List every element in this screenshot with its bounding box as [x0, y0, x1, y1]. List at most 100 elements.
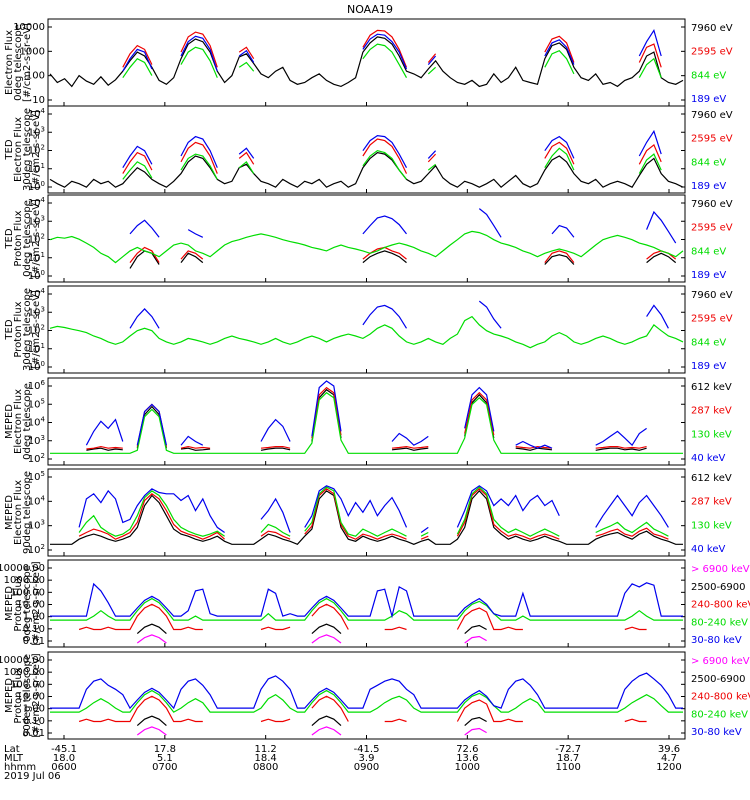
y-axis-label-line: 30deg telescope	[22, 108, 33, 191]
y-axis-label: MEPEDProton Flux90deg telescope[#/cm2-s-…	[4, 653, 42, 737]
series-line-189-ev	[122, 28, 662, 72]
legend-entry: 2595 eV	[691, 134, 733, 145]
legend-entry: 30-80 keV	[691, 635, 742, 646]
y-axis-label-line: Proton Flux	[13, 575, 24, 631]
y-axis-label-line: 0deg telescope	[22, 565, 33, 642]
series-line-287-kev	[86, 386, 647, 450]
x-axis-row-label: Lat	[4, 744, 20, 755]
series-line-189-ev	[129, 208, 677, 244]
series-line-40-kev	[85, 380, 647, 449]
series-line-7960-ev	[49, 151, 684, 189]
series-line-7960-ev	[129, 250, 677, 269]
x-tick-label: -45.1	[51, 744, 77, 755]
y-axis-label: MEPEDElectron Flux0deg telescope	[4, 383, 33, 460]
legend-entry: > 6900 keV	[691, 656, 750, 667]
x-axis-row-label: MLT	[4, 753, 24, 764]
y-tick-label: 10000.00	[0, 655, 45, 666]
series-line-2595-ev	[122, 29, 662, 68]
series-line-844-ev	[122, 43, 662, 79]
y-tick-label: 100.00	[10, 587, 45, 598]
legend-entry: 612 keV	[691, 473, 732, 484]
y-tick-label: 1.00	[23, 612, 45, 623]
x-tick-label: 39.6	[658, 744, 680, 755]
legend-entry: 240-800 keV	[691, 600, 750, 611]
x-tick-label: 18.4	[255, 753, 277, 764]
x-tick-label: 1200	[656, 762, 681, 773]
y-tick-label: 0.10	[23, 716, 45, 727]
y-axis-label-line: TED	[4, 139, 15, 160]
y-axis-label: TEDProton Flux0deg telescope[#/cm2-s-sr-…	[4, 199, 42, 278]
legend-entry: 40 keV	[691, 544, 725, 555]
series-line-844-ev	[122, 147, 662, 180]
series-line--6900-kev	[136, 634, 487, 644]
series-line-2500-6900	[136, 623, 487, 635]
x-tick-label: -41.5	[354, 744, 380, 755]
series-line-30-80-kev	[50, 582, 683, 619]
x-tick-label: 18.0	[53, 753, 75, 764]
y-tick-label: 10.00	[16, 692, 45, 703]
y-tick-label: 10	[32, 95, 45, 106]
series-line-30-80-kev	[50, 672, 683, 710]
series-line-240-800-kev	[78, 603, 647, 631]
series-line-130-kev	[50, 391, 683, 454]
x-tick-label: 18.7	[557, 753, 579, 764]
legend-entry: 7960 eV	[691, 199, 733, 210]
y-axis-label: Electron Flux0deg telescope[#/cm2-s-sr-e…	[4, 23, 33, 102]
series-line-7960-ev	[49, 36, 684, 88]
chart-title: NOAA19	[347, 3, 393, 16]
series-line-2500-6900	[136, 715, 487, 727]
y-tick-label: 10000.00	[0, 563, 45, 574]
series-line-612-kev	[86, 388, 647, 451]
legend-entry: 130 keV	[691, 429, 732, 440]
x-tick-label: 0800	[253, 762, 278, 773]
y-axis-label-line: [#/cm2-s-sr-eV]	[22, 23, 33, 102]
series-line-2595-ev	[122, 138, 662, 174]
legend-entry: 2500-6900	[691, 582, 746, 593]
panel-6: 10000.001000.00100.0010.001.000.100.01ME…	[0, 559, 750, 648]
y-axis-label-line: 90deg telescope	[22, 654, 33, 737]
legend-entry: 80-240 keV	[691, 709, 748, 720]
y-axis-label-line: [#/cm2-s-sr-eV]	[31, 199, 42, 278]
y-tick-label: 1000	[20, 46, 45, 57]
x-tick-label: 1000	[455, 762, 480, 773]
legend-entry: 240-800 keV	[691, 692, 750, 703]
y-axis-label-line: Electron Flux	[13, 389, 24, 454]
legend-entry: 7960 eV	[691, 110, 733, 121]
x-axis-row-label: hhmm	[4, 762, 36, 773]
series-line-189-ev	[129, 300, 669, 329]
y-axis-label: TEDElectron Flux30deg telescope[#/cm2-s-…	[4, 108, 42, 191]
y-axis-label-line: 30deg telescope	[22, 288, 33, 371]
plot-frame	[47, 194, 686, 283]
legend-entry: 40 keV	[691, 453, 725, 464]
y-tick-label: 1000.00	[4, 667, 45, 678]
y-tick-label: 0.01	[23, 636, 45, 647]
legend-entry: 844 eV	[691, 246, 726, 257]
y-axis-label-line: Proton Flux	[13, 301, 24, 357]
y-axis-label-line: 0deg telescope	[22, 383, 33, 460]
y-tick-label: 100.00	[10, 679, 45, 690]
y-axis-label-line: [#/cm2-s-sr-keV]	[31, 561, 42, 645]
series-line-80-240-kev	[50, 597, 683, 621]
series-line-287-kev	[78, 487, 669, 540]
y-axis-label-line: Proton Flux	[13, 210, 24, 266]
x-tick-label: 72.6	[456, 744, 478, 755]
x-tick-label: 11.2	[255, 744, 277, 755]
x-tick-label: 3.9	[359, 753, 375, 764]
y-axis-label-line: [#/cm2-s-sr-eV]	[31, 290, 42, 369]
y-tick-label: 0.01	[23, 728, 45, 739]
legend-entry: > 6900 keV	[691, 564, 750, 575]
legend-entry: 7960 eV	[691, 290, 733, 301]
y-tick-label: 1.00	[23, 704, 45, 715]
y-tick-label: 10.00	[16, 600, 45, 611]
plot-frame	[47, 285, 686, 374]
legend-entry: 287 keV	[691, 406, 732, 417]
x-tick-label: 17.8	[154, 744, 176, 755]
y-axis-label-line: TED	[4, 228, 15, 249]
y-axis-label-line: MEPED	[4, 495, 15, 530]
